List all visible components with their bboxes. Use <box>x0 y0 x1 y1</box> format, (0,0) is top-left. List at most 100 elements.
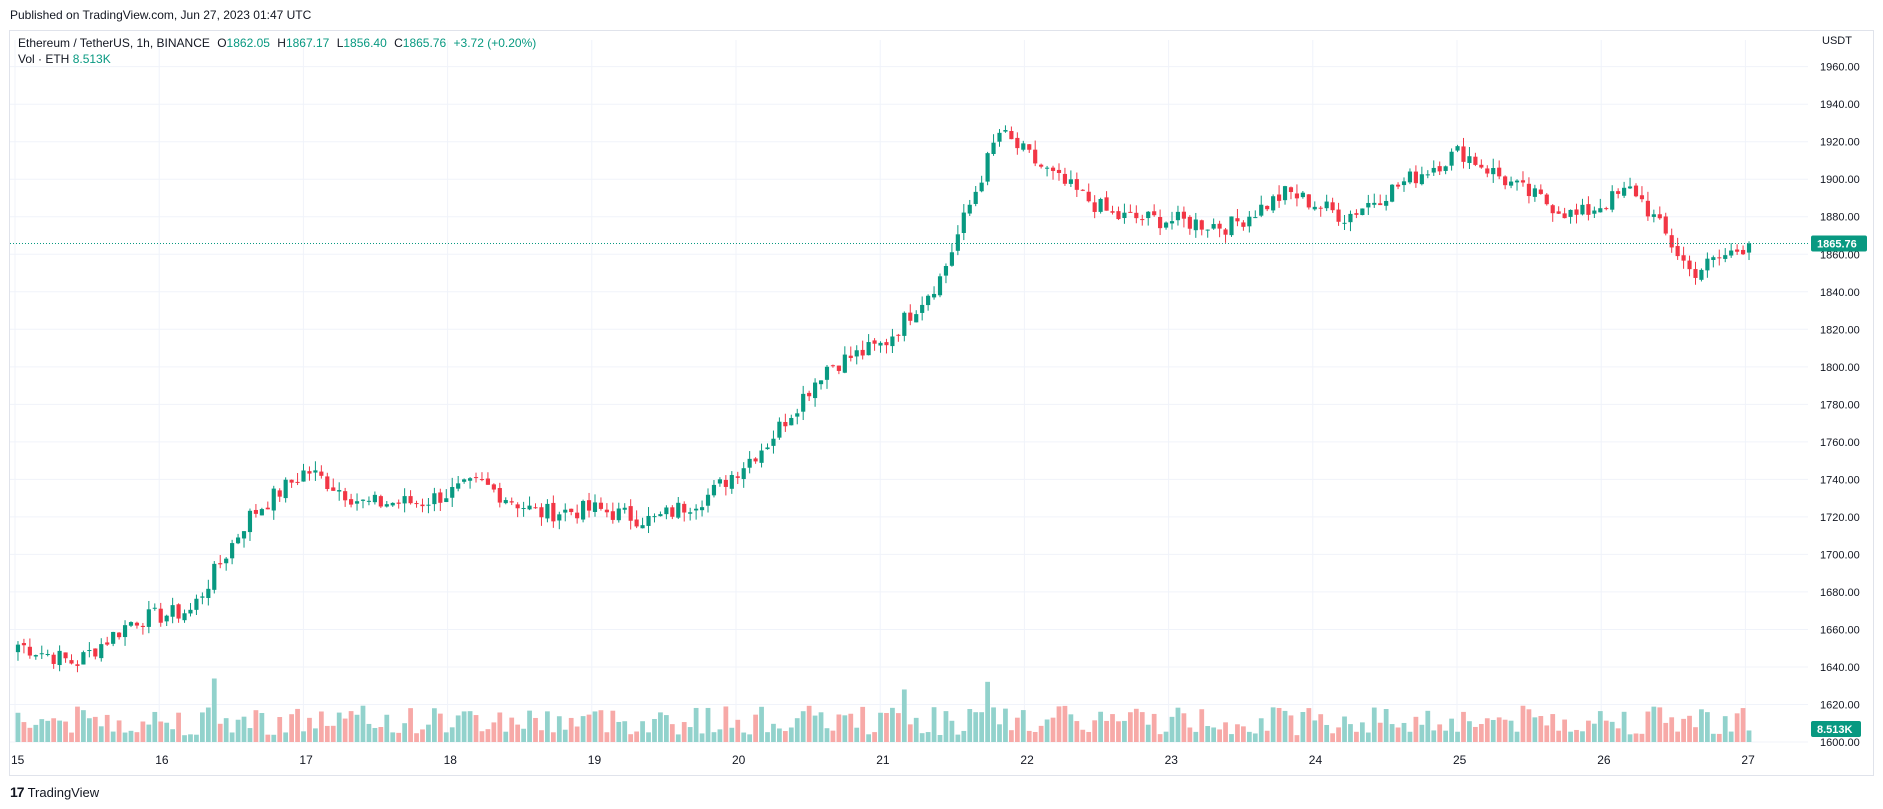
candle-body <box>533 507 538 509</box>
candle-body <box>241 531 247 539</box>
volume-bar <box>1395 727 1401 742</box>
candle-body <box>1110 211 1115 213</box>
candle-body <box>1169 221 1175 224</box>
volume-bar <box>1151 713 1157 742</box>
volume-bar <box>1425 710 1431 742</box>
volume-bar <box>461 711 467 742</box>
volume-bar <box>1514 731 1520 742</box>
volume-bar <box>1169 716 1175 742</box>
candle-body <box>1104 197 1109 211</box>
candle-body <box>824 366 830 380</box>
candle-body <box>247 510 253 533</box>
candle-body <box>1122 212 1127 219</box>
candle-body <box>1306 194 1311 208</box>
volume-bar <box>134 732 140 742</box>
candle-body <box>777 421 782 438</box>
candle-body <box>354 501 360 504</box>
volume-bar <box>1056 706 1062 742</box>
candle-body <box>557 514 562 521</box>
volume-bar <box>354 714 360 742</box>
candle-body <box>1199 220 1204 230</box>
candle-body <box>289 479 294 483</box>
candle-body <box>1235 218 1240 222</box>
candle-body <box>414 503 419 505</box>
volume-bar <box>1211 727 1217 742</box>
candle-body <box>1681 255 1686 261</box>
volume-bar <box>580 716 586 742</box>
candle-body <box>818 380 824 385</box>
volume-bar <box>217 723 223 742</box>
volume-bar <box>1437 724 1443 742</box>
candle-body <box>575 512 580 519</box>
candle-body <box>1009 131 1014 140</box>
volume-bar <box>265 734 271 742</box>
candle-body <box>283 479 288 499</box>
candle-body <box>604 509 609 513</box>
candle-body <box>1288 187 1294 193</box>
candle-body <box>1181 211 1186 219</box>
candle-body <box>931 293 937 298</box>
volume-bar <box>1467 721 1472 742</box>
candle-body <box>1503 176 1508 186</box>
volume-bar <box>675 734 681 742</box>
candle-body <box>1003 130 1008 132</box>
x-tick-label: 17 <box>299 753 313 767</box>
volume-bar <box>693 707 699 742</box>
volume-bar <box>1419 724 1425 742</box>
volume-bar <box>241 716 247 742</box>
candle-body <box>1622 187 1627 196</box>
volume-bar <box>366 723 372 742</box>
candle-body <box>33 655 38 657</box>
volume-bar <box>913 717 919 742</box>
candle-body <box>622 507 627 510</box>
x-tick-label: 26 <box>1597 753 1611 767</box>
volume-bar <box>777 728 782 742</box>
candle-body <box>69 660 74 664</box>
volume-bar <box>669 724 675 742</box>
candle-body <box>741 468 746 480</box>
last-volume-label: 8.513K <box>1817 724 1853 736</box>
candle-body <box>598 502 604 509</box>
volume-bar <box>491 722 497 742</box>
footer-brand: 17 TradingView <box>10 784 99 800</box>
volume-bar <box>765 732 770 742</box>
candle-body <box>1538 189 1543 194</box>
candle-body <box>1223 229 1228 235</box>
y-tick-label: 1740.00 <box>1820 474 1860 486</box>
volume-bar <box>152 711 158 742</box>
candle-body <box>164 615 169 622</box>
candle-body <box>1384 200 1389 206</box>
candle-body <box>1723 255 1728 259</box>
high-value: 1867.17 <box>285 36 330 50</box>
volume-bar <box>1330 733 1336 742</box>
y-tick-label: 1780.00 <box>1820 399 1860 411</box>
candle-body <box>1401 181 1407 186</box>
volume-bar <box>1223 722 1228 742</box>
volume-bar <box>1336 727 1341 742</box>
volume-bar <box>931 707 937 742</box>
volume-bar <box>164 722 170 742</box>
y-tick-label: 1600.00 <box>1820 737 1860 749</box>
volume-bar <box>1032 731 1038 742</box>
volume-bar <box>449 727 455 742</box>
volume-bar <box>277 717 283 742</box>
candle-body <box>1461 146 1466 162</box>
volume-bar <box>586 714 592 742</box>
volume-bar <box>467 711 473 742</box>
candle-body <box>1574 209 1579 215</box>
x-tick-label: 15 <box>11 753 25 767</box>
candle-body <box>426 504 431 506</box>
candle-body <box>1740 249 1746 255</box>
candle-body <box>1491 168 1496 175</box>
candle-body <box>1746 243 1752 253</box>
y-tick-label: 1920.00 <box>1820 137 1860 149</box>
volume-bar <box>1163 731 1169 742</box>
candle-body <box>539 507 544 518</box>
volume-bar <box>723 706 729 742</box>
volume-bar <box>1205 726 1211 742</box>
volume-bar <box>1520 705 1526 742</box>
volume-bar <box>122 732 128 742</box>
volume-bar <box>1187 727 1193 742</box>
volume-bar <box>1716 733 1722 742</box>
